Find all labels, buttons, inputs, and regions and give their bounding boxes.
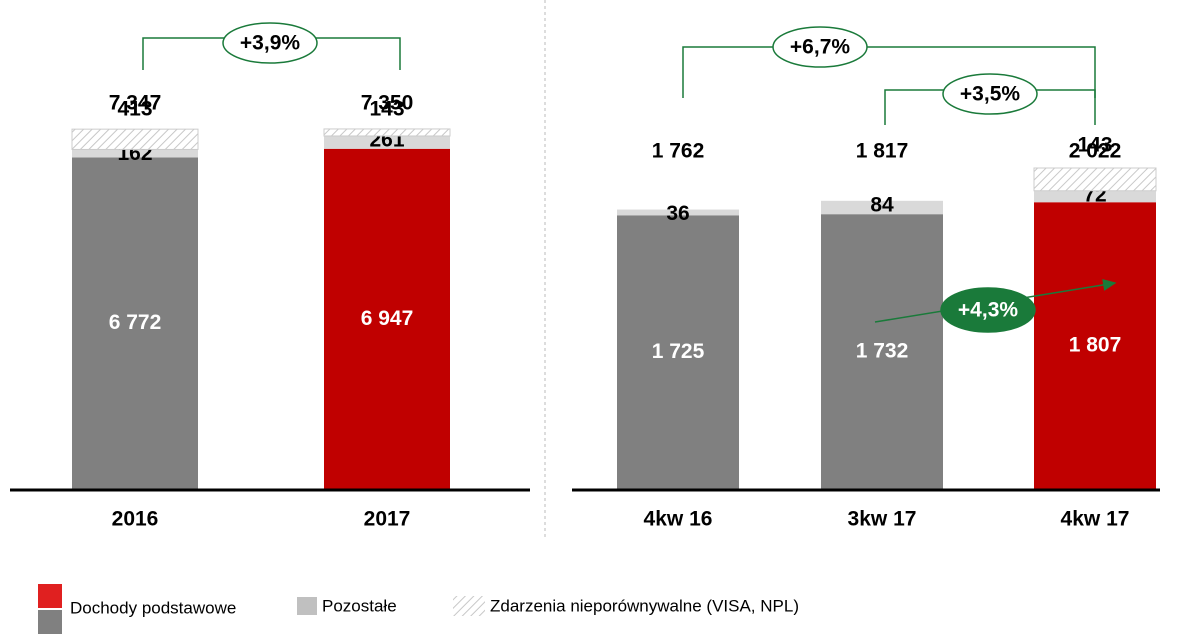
bracket — [682, 46, 1096, 98]
value-label: 1 807 — [1069, 334, 1122, 357]
x-tick-label: 4kw 16 — [644, 508, 713, 531]
value-label: 84 — [870, 193, 894, 216]
bar-segment — [72, 149, 198, 158]
legend-swatch — [297, 597, 317, 615]
annotation: +4,3% — [958, 299, 1018, 322]
x-tick-label: 4kw 17 — [1061, 508, 1130, 531]
annotation-bubble — [940, 287, 1036, 333]
annotation-bubble — [772, 26, 868, 68]
bar-segment — [1034, 202, 1156, 490]
total-label: 1 817 — [856, 140, 909, 163]
total-label: 1 762 — [652, 140, 705, 163]
annotation: +3,5% — [960, 83, 1020, 106]
value-label: 143 — [1077, 134, 1112, 157]
value-label: 6 947 — [361, 307, 414, 330]
legend-swatch — [38, 584, 62, 608]
annotation-bubble — [222, 22, 318, 64]
x-tick-label: 2016 — [112, 508, 159, 531]
value-label: 1 725 — [652, 340, 705, 363]
bar-segment — [617, 215, 739, 490]
total-label: 7 350 — [361, 92, 414, 115]
legend-swatch — [38, 610, 62, 634]
bar-segment — [324, 148, 450, 490]
bar-segment — [617, 209, 739, 216]
legend-label: Dochody podstawowe — [70, 598, 236, 617]
x-tick-label: 3kw 17 — [848, 508, 917, 531]
bar-segment — [1034, 190, 1156, 203]
bar-segment — [821, 214, 943, 490]
value-label: 143 — [369, 97, 404, 120]
annotation: +6,7% — [790, 36, 850, 59]
legend-label: Zdarzenia nieporównywalne (VISA, NPL) — [490, 596, 799, 615]
total-label: 2 022 — [1069, 140, 1122, 163]
legend: Dochody podstawowe Pozostałe Zdarzenia n… — [38, 584, 799, 634]
bar-segment — [71, 128, 199, 150]
bar-segment — [821, 200, 943, 215]
annotation-bubble — [942, 73, 1038, 115]
bar-segment — [72, 157, 198, 490]
annotation: +3,9% — [240, 32, 300, 55]
bar-segment — [323, 128, 451, 137]
bar-segment — [1033, 167, 1157, 192]
value-label: 1 732 — [856, 340, 909, 363]
legend-swatch — [453, 596, 485, 616]
value-label: 413 — [117, 98, 152, 121]
bar-segment — [324, 135, 450, 149]
value-label: 6 772 — [109, 311, 162, 334]
value-label: 36 — [666, 202, 689, 225]
total-label: 7 347 — [109, 92, 162, 115]
legend-label: Pozostałe — [322, 596, 397, 615]
x-tick-label: 2017 — [364, 508, 411, 531]
